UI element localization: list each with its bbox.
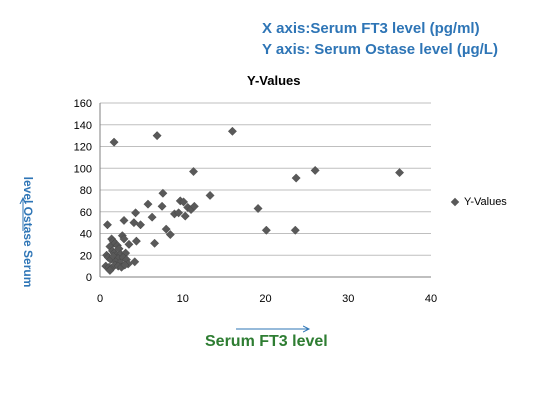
data-point [395,168,405,178]
data-point [180,211,190,221]
data-point [261,225,271,235]
chart-title: Y-Values [247,73,301,88]
data-point [124,239,134,249]
y-axis-note: Y axis: Serum Ostase level (µg/L) [262,41,498,58]
x-tick-label: 0 [97,293,103,305]
x-tick-label: 20 [259,293,271,305]
legend-label: Y-Values [464,196,507,208]
y-tick-label: 60 [80,207,92,219]
data-point [130,257,140,267]
data-point [189,201,199,211]
data-point [189,167,198,176]
y-tick-label: 120 [74,142,92,154]
data-point [253,204,263,213]
y-tick-label: 20 [80,250,92,262]
x-tick-label: 30 [342,293,354,305]
data-point [102,220,112,230]
data-point [147,212,157,222]
data-point [291,173,301,183]
y-axis-label: level Ostase Serum [21,176,35,288]
data-point [120,260,130,270]
x-tick-label: 10 [177,293,189,305]
data-point [310,165,320,175]
data-point [158,188,168,198]
data-point [129,218,139,228]
data-point [119,234,129,244]
data-point [174,208,184,218]
data-point [119,215,129,225]
data-point [227,126,237,136]
data-point [143,199,153,209]
data-point [150,238,160,248]
data-point [152,131,162,141]
y-tick-label: 140 [74,120,92,132]
data-point [157,201,167,211]
data-point [109,137,119,147]
y-tick-label: 100 [74,163,92,175]
x-axis-label: Serum FT3 level [205,333,328,350]
data-point [205,190,215,200]
y-tick-label: 80 [80,185,92,197]
data-point [136,220,146,230]
legend-diamond-marker [450,197,460,207]
data-point [161,224,171,234]
y-tick-label: 40 [80,229,92,241]
data-point [179,197,189,207]
data-point [131,208,141,218]
data-point [105,265,115,275]
data-point [165,230,175,240]
y-tick-label: 0 [86,272,92,284]
data-point [290,225,300,235]
x-axis-note: X axis:Serum FT3 level (pg/ml) [262,20,480,37]
data-point [131,236,141,246]
legend: Y-Values [450,196,507,208]
x-tick-label: 40 [425,293,437,305]
y-tick-label: 160 [74,98,92,110]
